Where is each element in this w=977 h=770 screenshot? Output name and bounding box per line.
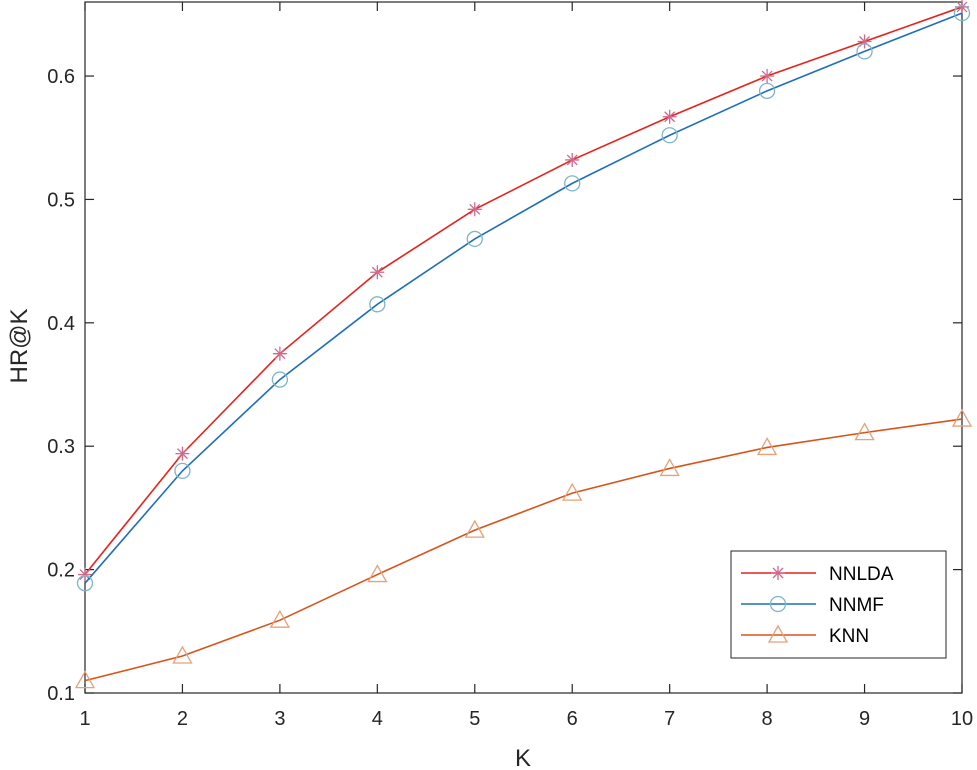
data-point-nnlda: [467, 202, 482, 217]
x-tick-label: 9: [859, 708, 870, 730]
plot-area: 1 2 3 4 5 6 7 8 9 10 0.1 0.2 0.3 0.4 0.5 0.6: [47, 0, 973, 730]
legend-marker-nnmf: [769, 595, 787, 613]
x-tick-label: 8: [762, 708, 773, 730]
y-axis-title: HR@K: [6, 308, 33, 383]
x-tick-label: 10: [951, 708, 973, 730]
data-point-nnmf: [174, 462, 191, 480]
data-point-nnmf: [76, 575, 94, 592]
data-point-knn: [756, 437, 778, 456]
y-tick-label: 0.5: [47, 189, 75, 211]
data-point-nnlda: [955, 0, 969, 14]
series-nnlda: [78, 0, 969, 582]
x-axis-title: K: [515, 745, 531, 770]
data-point-nnmf: [661, 127, 678, 144]
data-point-knn: [172, 645, 193, 664]
series-line-nnmf: [84, 12, 963, 584]
data-point-knn: [659, 458, 680, 477]
x-tick-label: 4: [372, 708, 383, 730]
data-point-knn: [464, 519, 485, 538]
data-point-nnmf: [466, 230, 483, 248]
data-point-knn: [854, 422, 875, 441]
legend-label-knn: KNN: [829, 626, 869, 647]
series-nnmf: [76, 4, 971, 592]
data-point-nnlda: [370, 265, 385, 280]
data-point-nnlda: [760, 69, 775, 84]
data-point-nnlda: [857, 34, 872, 49]
data-point-nnlda: [272, 346, 287, 361]
series-knn: [74, 408, 973, 689]
data-point-knn: [74, 670, 96, 689]
x-tick-label: 6: [567, 708, 578, 730]
data-point-knn: [562, 482, 583, 501]
data-point-nnmf: [271, 371, 289, 388]
y-tick-label: 0.1: [47, 683, 75, 705]
data-point-knn: [269, 609, 291, 628]
data-point-knn: [951, 408, 973, 427]
x-tick-label: 3: [274, 708, 285, 730]
x-tick-label: 7: [664, 708, 675, 730]
legend: NNLDA NNMF KNN: [730, 550, 947, 659]
data-point-nnlda: [565, 152, 580, 167]
data-point-knn: [367, 564, 388, 583]
data-point-nnmf: [856, 43, 873, 60]
series-line-nnlda: [84, 6, 963, 576]
data-point-nnmf: [369, 296, 386, 313]
legend-marker-knn: [767, 624, 789, 643]
y-tick-label: 0.4: [47, 313, 75, 335]
x-tick-label: 5: [469, 708, 480, 730]
data-point-nnlda: [662, 109, 677, 124]
legend-label-nnmf: NNMF: [829, 595, 884, 616]
x-tick-label: 1: [79, 708, 90, 730]
y-tick-label: 0.2: [47, 560, 75, 582]
legend-label-nnlda: NNLDA: [829, 564, 894, 585]
series-line-knn: [84, 418, 963, 682]
y-tick-label: 0.6: [47, 66, 75, 88]
data-point-nnmf: [953, 4, 971, 22]
data-point-nnlda: [78, 567, 92, 582]
y-tick-label: 0.3: [47, 436, 75, 458]
data-point-nnlda: [175, 446, 190, 461]
data-point-nnmf: [564, 175, 581, 192]
legend-marker-nnlda: [771, 566, 785, 580]
x-tick-label: 2: [177, 708, 188, 730]
axes-box: [84, 1, 963, 694]
data-point-nnmf: [758, 82, 776, 99]
